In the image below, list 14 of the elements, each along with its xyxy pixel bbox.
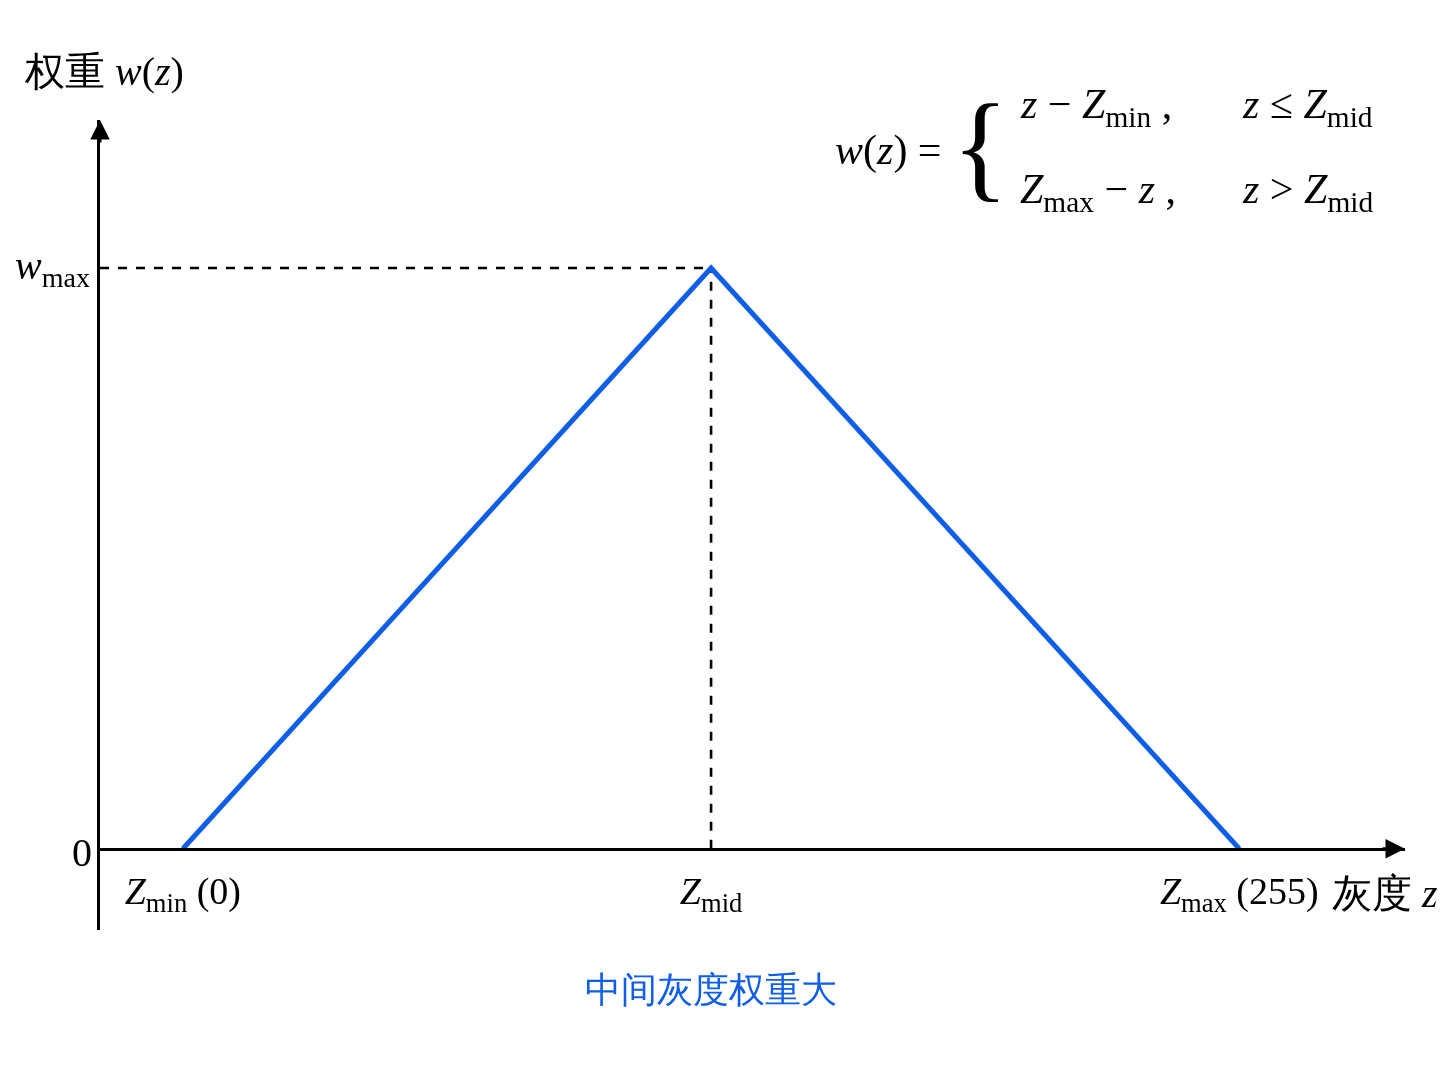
x-axis-title: 灰度 z <box>1332 871 1438 916</box>
text: { <box>952 81 1009 212</box>
text: w(z) = <box>835 127 942 174</box>
text: 0 <box>72 830 92 875</box>
text: 中间灰度权重大 <box>585 970 837 1010</box>
x-tick-label: Z$_{min}$ (0) <box>124 870 242 919</box>
text: z > Z$_{mid}$ <box>1242 166 1374 218</box>
x-tick-label: Z$_{mid}$ <box>679 870 743 919</box>
y-axis-title: 权重 w(z) <box>24 49 184 94</box>
x-tick-label: Z$_{max}$ (255) <box>1159 870 1319 919</box>
text: Z$_{max}$ − z , <box>1020 166 1177 218</box>
text: z − Z$_{min}$ , <box>1020 81 1173 133</box>
ref-line-label: w$_{max}$ <box>15 243 90 294</box>
text: z ≤ Z$_{mid}$ <box>1242 81 1373 133</box>
